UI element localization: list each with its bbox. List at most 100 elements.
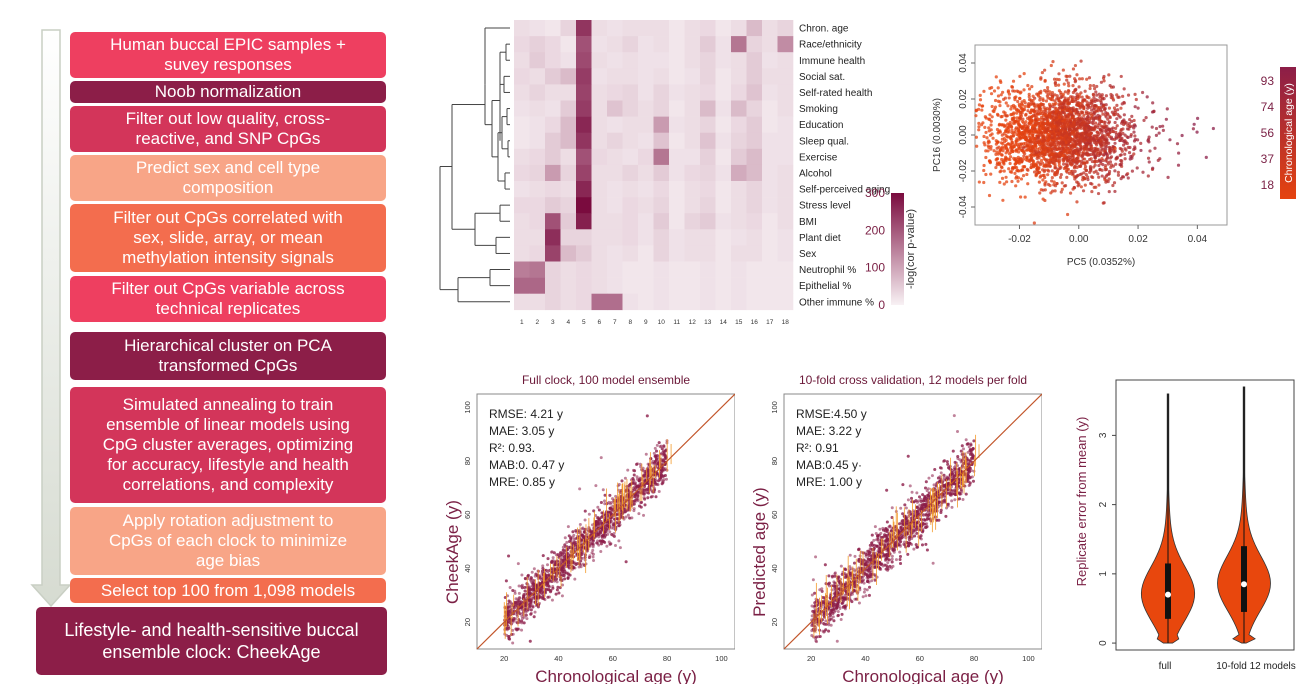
heatmap-cell xyxy=(777,100,794,117)
heatmap-row-label: Neutrophil % xyxy=(799,265,856,276)
heatmap-legend-tick: 100 xyxy=(865,261,885,275)
scatter-ytick: 60 xyxy=(463,511,472,519)
heatmap-cell xyxy=(746,164,763,182)
heatmap-col-label: 14 xyxy=(720,319,728,326)
heatmap-cell xyxy=(762,229,778,246)
colorbar-tick: 18 xyxy=(1261,178,1275,192)
heatmap-cell xyxy=(545,52,561,69)
heatmap-cell xyxy=(560,116,577,133)
heatmap-cell xyxy=(777,277,794,294)
heatmap-row-label: Self-perceived aging xyxy=(799,185,890,196)
heatmap-cell xyxy=(545,84,561,101)
heatmap-cell xyxy=(653,229,670,246)
heatmap-cell xyxy=(607,277,623,294)
violin-box xyxy=(1165,563,1171,619)
heatmap-cell xyxy=(591,261,608,278)
heatmap-cell xyxy=(731,20,747,37)
heatmap-cell xyxy=(715,84,732,101)
pca-ytick: -0.02 xyxy=(958,159,969,182)
violin-box xyxy=(1241,546,1247,612)
heatmap-cell xyxy=(762,100,778,117)
heatmap-col-label: 12 xyxy=(689,319,697,326)
heatmap-cell xyxy=(545,293,561,311)
heatmap-cell xyxy=(715,148,732,166)
heatmap-cell xyxy=(576,68,592,85)
heatmap-cell xyxy=(591,132,608,150)
heatmap-cell xyxy=(762,213,778,230)
heatmap-cell xyxy=(715,68,732,85)
heatmap-cell xyxy=(669,20,685,37)
heatmap-cell xyxy=(684,36,701,53)
pipeline-step-9: Apply rotation adjustment to CpGs of eac… xyxy=(70,507,386,575)
heatmap-cell xyxy=(715,213,732,230)
heatmap-cell xyxy=(777,148,794,166)
heatmap-cell xyxy=(777,36,794,53)
heatmap-cell xyxy=(762,148,778,166)
heatmap-cell xyxy=(700,213,716,230)
heatmap-cell xyxy=(607,116,623,133)
scatter-ytick: 80 xyxy=(770,457,779,465)
heatmap-cell xyxy=(715,245,732,262)
heatmap-cell xyxy=(653,245,670,262)
heatmap-cell xyxy=(514,36,530,53)
scatter-xtick: 60 xyxy=(916,654,924,663)
heatmap-cell xyxy=(529,277,546,294)
heatmap-cell xyxy=(653,164,670,182)
heatmap-cell xyxy=(653,213,670,230)
heatmap-cell xyxy=(700,181,716,198)
pipeline-step-label: Human buccal EPIC samples + suvey respon… xyxy=(110,35,346,74)
pca-xtick: 0.02 xyxy=(1128,234,1148,245)
heatmap-cell xyxy=(576,100,592,117)
heatmap-cell xyxy=(777,229,794,246)
final-clock-label: Lifestyle- and health-sensitive buccal e… xyxy=(64,620,359,662)
heatmap-cell xyxy=(762,52,778,69)
scatter-stat: MAE: 3.05 y xyxy=(489,424,554,438)
heatmap-cell xyxy=(514,245,530,262)
pipeline-step-label: Filter out CpGs correlated with sex, sli… xyxy=(113,208,343,267)
heatmap-cell xyxy=(762,68,778,85)
heatmap-cell xyxy=(607,52,623,69)
heatmap-cell xyxy=(700,277,716,294)
scatter-xtick: 40 xyxy=(861,654,869,663)
heatmap-cell xyxy=(715,164,732,182)
heatmap-cell xyxy=(715,116,732,133)
heatmap-cell xyxy=(669,229,685,246)
pipeline-step-1: Human buccal EPIC samples + suvey respon… xyxy=(70,32,386,78)
heatmap-cell xyxy=(638,213,654,230)
heatmap-row-label: Sex xyxy=(799,249,816,260)
heatmap-cell xyxy=(684,229,701,246)
heatmap-cell xyxy=(715,293,732,311)
heatmap-cell xyxy=(591,277,608,294)
heatmap-cell xyxy=(622,36,639,53)
scatter-xtick: 20 xyxy=(807,654,815,663)
heatmap-cell xyxy=(653,116,670,133)
pipeline-step-4: Predict sex and cell type composition xyxy=(70,155,386,201)
heatmap-cell xyxy=(746,52,763,69)
heatmap-cell xyxy=(514,52,530,69)
heatmap-cell xyxy=(684,20,701,37)
heatmap-cell xyxy=(684,277,701,294)
heatmap-cell xyxy=(715,132,732,150)
heatmap-cell xyxy=(529,20,546,37)
heatmap-cell xyxy=(529,229,546,246)
colorbar-title: Chronological age (y) xyxy=(1283,83,1295,183)
heatmap-cell xyxy=(731,84,747,101)
pca-xtick: 0.04 xyxy=(1188,234,1208,245)
violin-ytick: 3 xyxy=(1098,432,1109,438)
heatmap-cell xyxy=(514,213,530,230)
heatmap-cell xyxy=(653,181,670,198)
heatmap-cell xyxy=(746,261,763,278)
heatmap-cell xyxy=(684,181,701,198)
pipeline-step-label: Noob normalization xyxy=(154,82,302,101)
heatmap-cell xyxy=(514,116,530,133)
scatter-stat: MAB:0.45 y· xyxy=(796,458,862,472)
heatmap-cell xyxy=(607,148,623,166)
heatmap-cell xyxy=(638,245,654,262)
heatmap-cell xyxy=(514,277,530,294)
heatmap-cell xyxy=(607,181,623,198)
heatmap-cell xyxy=(607,261,623,278)
heatmap-cell xyxy=(622,229,639,246)
heatmap-cell xyxy=(514,181,530,198)
heatmap-cell xyxy=(622,132,639,150)
heatmap-cell xyxy=(576,148,592,166)
